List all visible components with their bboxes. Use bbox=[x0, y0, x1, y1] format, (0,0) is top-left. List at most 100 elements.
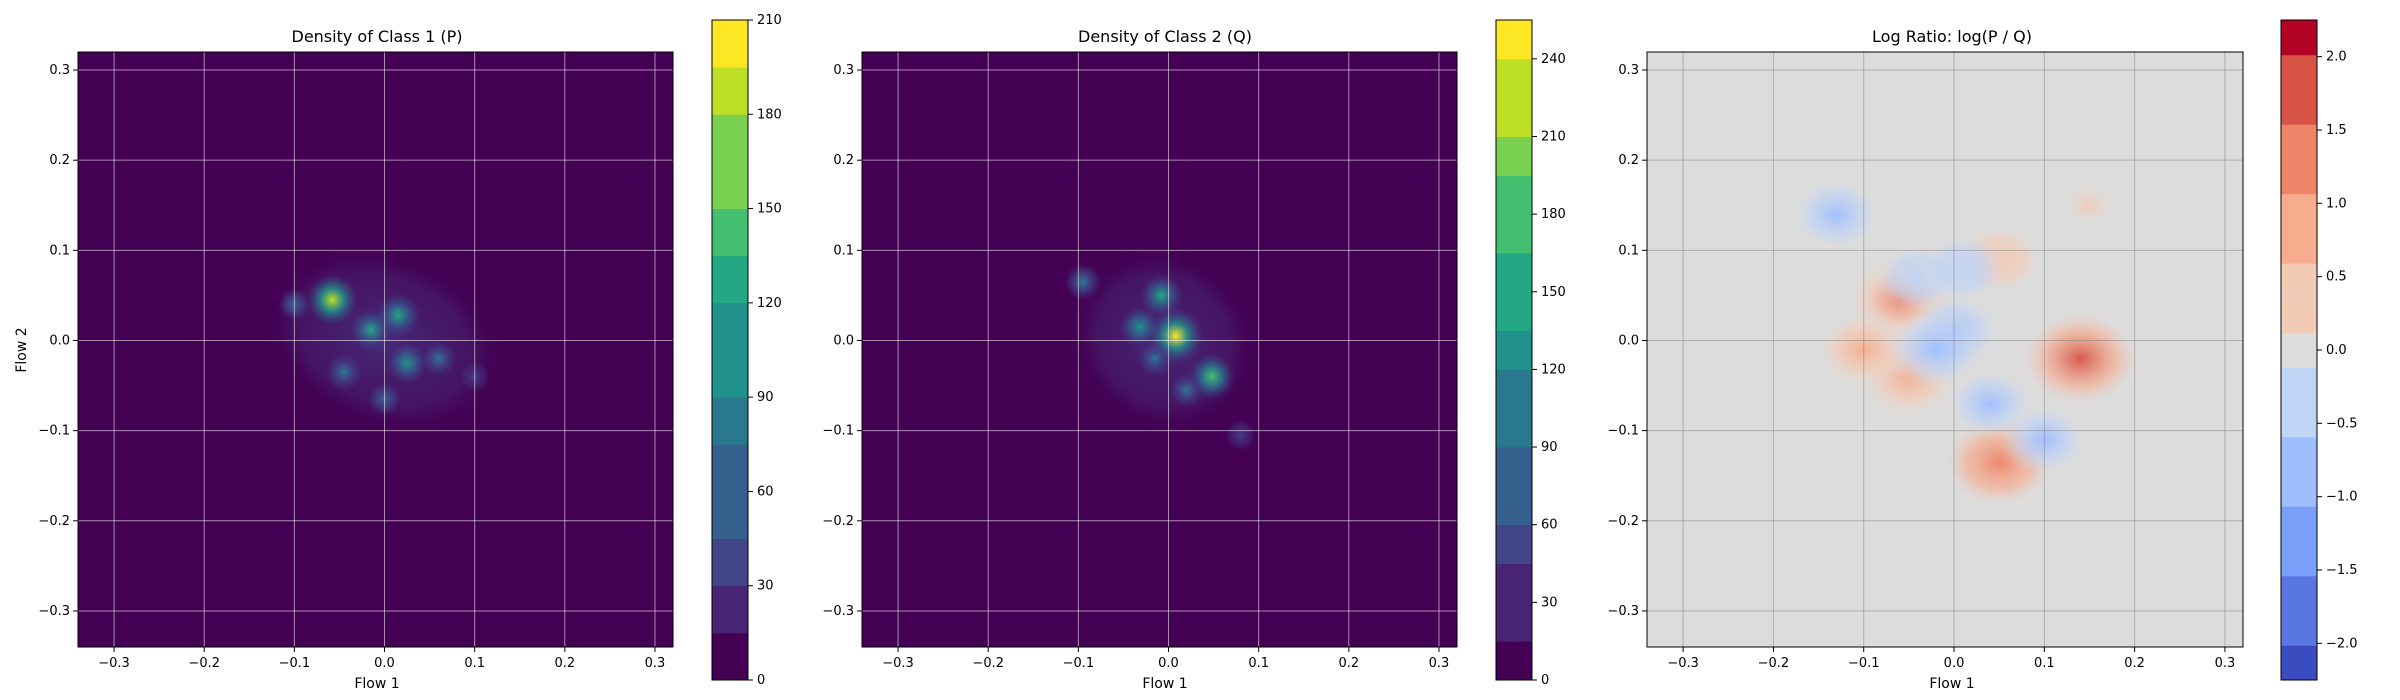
plot-area: −0.3 −0.2 −0.1 0.0 0.1 0.2 0.3 −0.3 −0.2 −0.1 0.0 0… bbox=[38, 51, 674, 671]
colorbar-band bbox=[2281, 575, 2317, 612]
colorbar-band bbox=[712, 114, 748, 162]
x-tick-label: −0.3 bbox=[98, 656, 130, 671]
chart-title: Density of Class 2 (Q) bbox=[1078, 27, 1252, 46]
colorbar-band bbox=[2281, 610, 2317, 646]
plot-frame bbox=[1646, 51, 2244, 648]
negative-ratio-region bbox=[1886, 309, 1986, 390]
density-hotspot bbox=[421, 341, 456, 376]
colorbar-band bbox=[712, 444, 748, 492]
colorbar-tick-label: 1.0 bbox=[2326, 196, 2347, 211]
density-hotspot bbox=[1139, 273, 1183, 318]
heatmap-field bbox=[78, 52, 673, 647]
colorbar-band bbox=[712, 302, 748, 351]
x-tick-label: 0.2 bbox=[554, 656, 575, 671]
x-tick-label: −0.2 bbox=[188, 656, 220, 671]
positive-ratio-region bbox=[2050, 174, 2129, 237]
density-hotspot bbox=[1169, 372, 1204, 408]
x-tick-label: 0.2 bbox=[1338, 656, 1359, 671]
colorbar-tick-label: 2.0 bbox=[2326, 50, 2347, 65]
colorbar-band bbox=[2281, 297, 2317, 334]
negative-ratio-region bbox=[1790, 177, 1883, 252]
colorbar-band bbox=[1496, 291, 1532, 332]
y-tick-label: −0.3 bbox=[822, 604, 854, 619]
colorbar-band bbox=[2281, 367, 2317, 403]
colorbar-band bbox=[2281, 471, 2317, 507]
colorbar-tick-label: 0.0 bbox=[2326, 343, 2347, 358]
colorbar-band bbox=[1496, 20, 1532, 60]
y-tick-label: −0.2 bbox=[1607, 514, 1639, 529]
plot-area: −0.3 −0.2 −0.1 0.0 0.1 0.2 0.3 −0.3 −0.2 −0.1 0.0 0… bbox=[822, 51, 1458, 671]
colorbar-band bbox=[712, 585, 748, 634]
y-tick-label: −0.1 bbox=[38, 424, 70, 439]
colorbar-band bbox=[1496, 214, 1532, 254]
colorbar-band bbox=[2281, 158, 2317, 195]
colorbar-tick-label: 180 bbox=[1541, 207, 1566, 222]
y-tick-label: 0.2 bbox=[49, 153, 70, 168]
positive-ratio-region bbox=[2019, 310, 2141, 407]
x-axis-label: Flow 1 bbox=[1929, 676, 1974, 692]
x-tick-label: −0.3 bbox=[882, 656, 914, 671]
y-tick-label: −0.1 bbox=[822, 424, 854, 439]
x-axis-label: Flow 1 bbox=[1142, 676, 1187, 692]
colorbar-tick-label: 180 bbox=[757, 107, 782, 122]
colorbar-tick-label: −1.0 bbox=[2326, 490, 2358, 505]
colorbar-tick-label: 0 bbox=[1541, 673, 1549, 688]
x-tick-label: −0.1 bbox=[1063, 656, 1095, 671]
colorbar-tick-label: 120 bbox=[1541, 362, 1566, 377]
colorbar-band bbox=[712, 491, 748, 540]
colorbar-band bbox=[712, 208, 748, 257]
positive-ratio-region bbox=[1815, 311, 1912, 388]
density-hotspot bbox=[350, 308, 392, 351]
colorbar-band bbox=[712, 255, 748, 304]
colorbar-band bbox=[1496, 97, 1532, 137]
colorbar-tick-label: 30 bbox=[1541, 595, 1558, 610]
colorbar-tick-label: 0.5 bbox=[2326, 270, 2347, 285]
x-tick-label: 0.0 bbox=[374, 656, 395, 671]
y-tick-label: 0.0 bbox=[833, 333, 854, 348]
y-tick-label: 0.1 bbox=[49, 243, 70, 258]
x-tick-label: 0.2 bbox=[2124, 656, 2145, 671]
y-tick-label: −0.2 bbox=[822, 514, 854, 529]
colorbar-tick-label: 90 bbox=[1541, 440, 1558, 455]
colorbar-tick-label: 0 bbox=[757, 673, 765, 688]
negative-ratio-region bbox=[1920, 234, 2006, 303]
plot-frame bbox=[77, 51, 674, 648]
colorbar-band bbox=[712, 397, 748, 445]
colorbar-band bbox=[2281, 124, 2317, 160]
colorbar-tick-label: 120 bbox=[757, 296, 782, 311]
chart-title: Density of Class 1 (P) bbox=[292, 27, 463, 46]
colorbar-tick-label: −1.5 bbox=[2326, 563, 2358, 578]
colorbar-band bbox=[1496, 563, 1532, 603]
density-hotspot bbox=[1137, 341, 1173, 376]
panel-class2-density: Density of Class 2 (Q) −0.3 −0.2 −0.1 0.0 0.… bbox=[822, 19, 1566, 692]
x-tick-label: −0.1 bbox=[1848, 656, 1880, 671]
y-tick-label: 0.3 bbox=[833, 63, 854, 78]
x-axis-label: Flow 1 bbox=[354, 676, 399, 692]
colorbar: −2.0 −1.5 −1.0 −0.5 0.0 0.5 1.0 1.5 2.0 bbox=[2280, 19, 2358, 681]
density-hotspot bbox=[325, 353, 363, 391]
colorbar-band bbox=[1496, 485, 1532, 526]
colorbar-tick-label: 240 bbox=[1541, 52, 1566, 67]
colorbar-band bbox=[712, 67, 748, 115]
colorbar-band bbox=[1496, 641, 1532, 681]
colorbar-band bbox=[2281, 645, 2317, 681]
x-tick-label: −0.2 bbox=[972, 656, 1004, 671]
colorbar-band bbox=[712, 632, 748, 681]
y-tick-label: 0.2 bbox=[1618, 153, 1639, 168]
x-tick-label: 0.0 bbox=[1944, 656, 1965, 671]
y-tick-label: 0.3 bbox=[49, 63, 70, 78]
y-tick-label: −0.3 bbox=[1607, 604, 1639, 619]
colorbar-frame bbox=[1495, 19, 1533, 681]
x-tick-label: 0.3 bbox=[1429, 656, 1450, 671]
density-hotspot bbox=[1119, 307, 1160, 347]
colorbar: 0 30 60 90 120 150 180 210 bbox=[711, 13, 782, 688]
colorbar-tick-label: 30 bbox=[757, 579, 774, 594]
colorbar-band bbox=[1496, 524, 1532, 565]
plot-area: −0.3 −0.2 −0.1 0.0 0.1 0.2 0.3 −0.3 −0.2 −0.1 0.0 0… bbox=[1607, 51, 2244, 671]
density-hotspot bbox=[306, 273, 359, 327]
y-tick-label: 0.1 bbox=[833, 243, 854, 258]
colorbar-tick-label: −2.0 bbox=[2326, 636, 2358, 651]
x-tick-label: 0.1 bbox=[464, 656, 485, 671]
colorbar-band bbox=[1496, 136, 1532, 176]
